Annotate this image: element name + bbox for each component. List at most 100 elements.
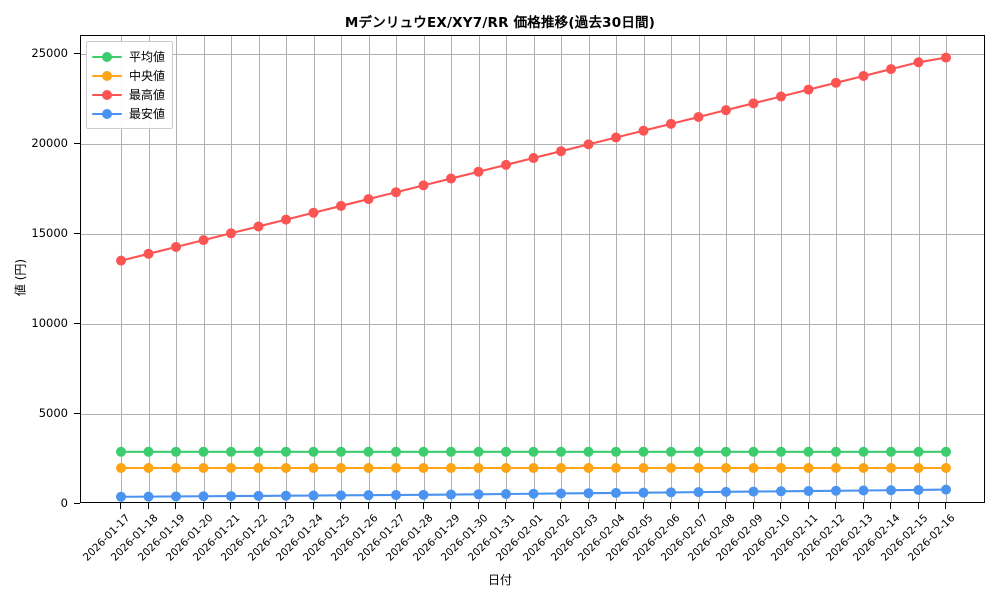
legend-marker-icon bbox=[92, 107, 122, 121]
data-point-marker bbox=[721, 486, 731, 497]
gridline-vertical bbox=[891, 36, 892, 502]
x-tick-mark bbox=[917, 503, 919, 509]
legend-marker-icon bbox=[92, 69, 122, 83]
data-point-marker bbox=[611, 463, 621, 473]
x-tick-mark bbox=[945, 503, 946, 509]
x-tick-mark bbox=[422, 503, 424, 509]
y-tick-mark bbox=[74, 413, 80, 414]
gridline-vertical bbox=[671, 36, 672, 502]
data-point-marker bbox=[913, 57, 924, 68]
series-2 bbox=[116, 52, 951, 266]
gridline-vertical bbox=[863, 36, 865, 502]
gridline-vertical bbox=[836, 36, 837, 502]
data-point-marker bbox=[308, 207, 319, 218]
data-point-marker bbox=[308, 490, 319, 501]
data-point-marker bbox=[803, 463, 814, 473]
data-point-marker bbox=[611, 487, 621, 498]
data-point-marker bbox=[363, 490, 374, 501]
gridline-horizontal bbox=[81, 234, 984, 235]
data-point-marker bbox=[858, 485, 869, 496]
data-point-marker bbox=[638, 463, 649, 473]
data-point-marker bbox=[391, 187, 401, 198]
data-point-marker bbox=[336, 490, 346, 501]
gridline-vertical bbox=[643, 36, 645, 502]
gridline-vertical bbox=[781, 36, 782, 502]
legend-marker-icon bbox=[92, 50, 122, 64]
data-point-marker bbox=[501, 159, 511, 170]
data-point-marker bbox=[721, 105, 731, 116]
y-tick-mark bbox=[74, 53, 80, 54]
data-point-marker bbox=[171, 463, 181, 473]
x-tick-mark bbox=[230, 503, 231, 509]
data-point-marker bbox=[583, 488, 594, 499]
x-tick-mark bbox=[395, 503, 396, 509]
gridline-vertical bbox=[478, 36, 480, 502]
data-point-marker bbox=[748, 486, 759, 497]
data-point-marker bbox=[226, 446, 236, 457]
data-point-marker bbox=[721, 463, 731, 473]
data-point-marker bbox=[941, 463, 951, 473]
gridline-vertical bbox=[451, 36, 452, 502]
data-point-marker bbox=[143, 491, 154, 502]
gridline-vertical bbox=[698, 36, 700, 502]
data-point-marker bbox=[198, 463, 209, 473]
legend-marker-icon bbox=[92, 88, 122, 102]
data-point-marker bbox=[116, 446, 126, 457]
data-point-marker bbox=[226, 491, 236, 502]
y-tick-mark bbox=[74, 233, 80, 234]
data-point-marker bbox=[556, 463, 566, 473]
data-point-marker bbox=[776, 463, 786, 473]
data-point-marker bbox=[143, 248, 154, 259]
data-point-marker bbox=[693, 112, 704, 122]
data-point-marker bbox=[363, 446, 374, 457]
gridline-horizontal bbox=[81, 144, 984, 145]
data-point-marker bbox=[941, 52, 951, 63]
data-point-marker bbox=[281, 463, 291, 473]
data-point-marker bbox=[116, 463, 126, 473]
x-tick-mark bbox=[257, 503, 259, 509]
data-point-marker bbox=[611, 446, 621, 457]
data-point-marker bbox=[336, 200, 346, 211]
legend-label: 中央値 bbox=[129, 69, 166, 83]
legend-item-2[interactable]: 最高値 bbox=[92, 85, 165, 104]
data-point-marker bbox=[226, 228, 236, 239]
x-tick-mark bbox=[450, 503, 451, 509]
data-point-marker bbox=[886, 485, 896, 496]
legend-item-0[interactable]: 平均値 bbox=[92, 47, 165, 66]
legend-item-1[interactable]: 中央値 bbox=[92, 66, 165, 85]
gridline-vertical bbox=[286, 36, 287, 502]
x-tick-mark bbox=[890, 503, 891, 509]
data-point-marker bbox=[363, 463, 374, 473]
data-point-marker bbox=[501, 463, 511, 473]
data-point-marker bbox=[528, 446, 539, 457]
legend-item-3[interactable]: 最安値 bbox=[92, 104, 165, 123]
x-tick-mark bbox=[560, 503, 561, 509]
gridline-vertical bbox=[808, 36, 810, 502]
data-point-marker bbox=[226, 463, 236, 473]
data-point-marker bbox=[583, 139, 594, 150]
gridline-vertical bbox=[753, 36, 755, 502]
x-tick-mark bbox=[862, 503, 864, 509]
x-tick-mark bbox=[532, 503, 534, 509]
data-point-marker bbox=[803, 446, 814, 457]
y-tick-label: 15000 bbox=[31, 226, 68, 240]
gridline-horizontal bbox=[81, 414, 984, 415]
y-tick-mark bbox=[74, 143, 80, 144]
data-point-marker bbox=[556, 146, 566, 157]
legend-label: 最安値 bbox=[129, 107, 166, 121]
data-point-marker bbox=[281, 446, 291, 457]
gridline-vertical bbox=[918, 36, 920, 502]
gridline-vertical bbox=[588, 36, 590, 502]
gridline-vertical bbox=[506, 36, 507, 502]
data-point-marker bbox=[253, 463, 264, 473]
data-point-marker bbox=[116, 491, 126, 502]
data-point-marker bbox=[336, 446, 346, 457]
data-point-marker bbox=[556, 488, 566, 499]
x-tick-mark bbox=[807, 503, 809, 509]
data-series-lines bbox=[116, 52, 951, 502]
data-point-marker bbox=[858, 446, 869, 457]
data-point-marker bbox=[913, 463, 924, 473]
data-point-marker bbox=[803, 84, 814, 95]
data-point-marker bbox=[776, 446, 786, 457]
gridline-vertical bbox=[946, 36, 947, 502]
